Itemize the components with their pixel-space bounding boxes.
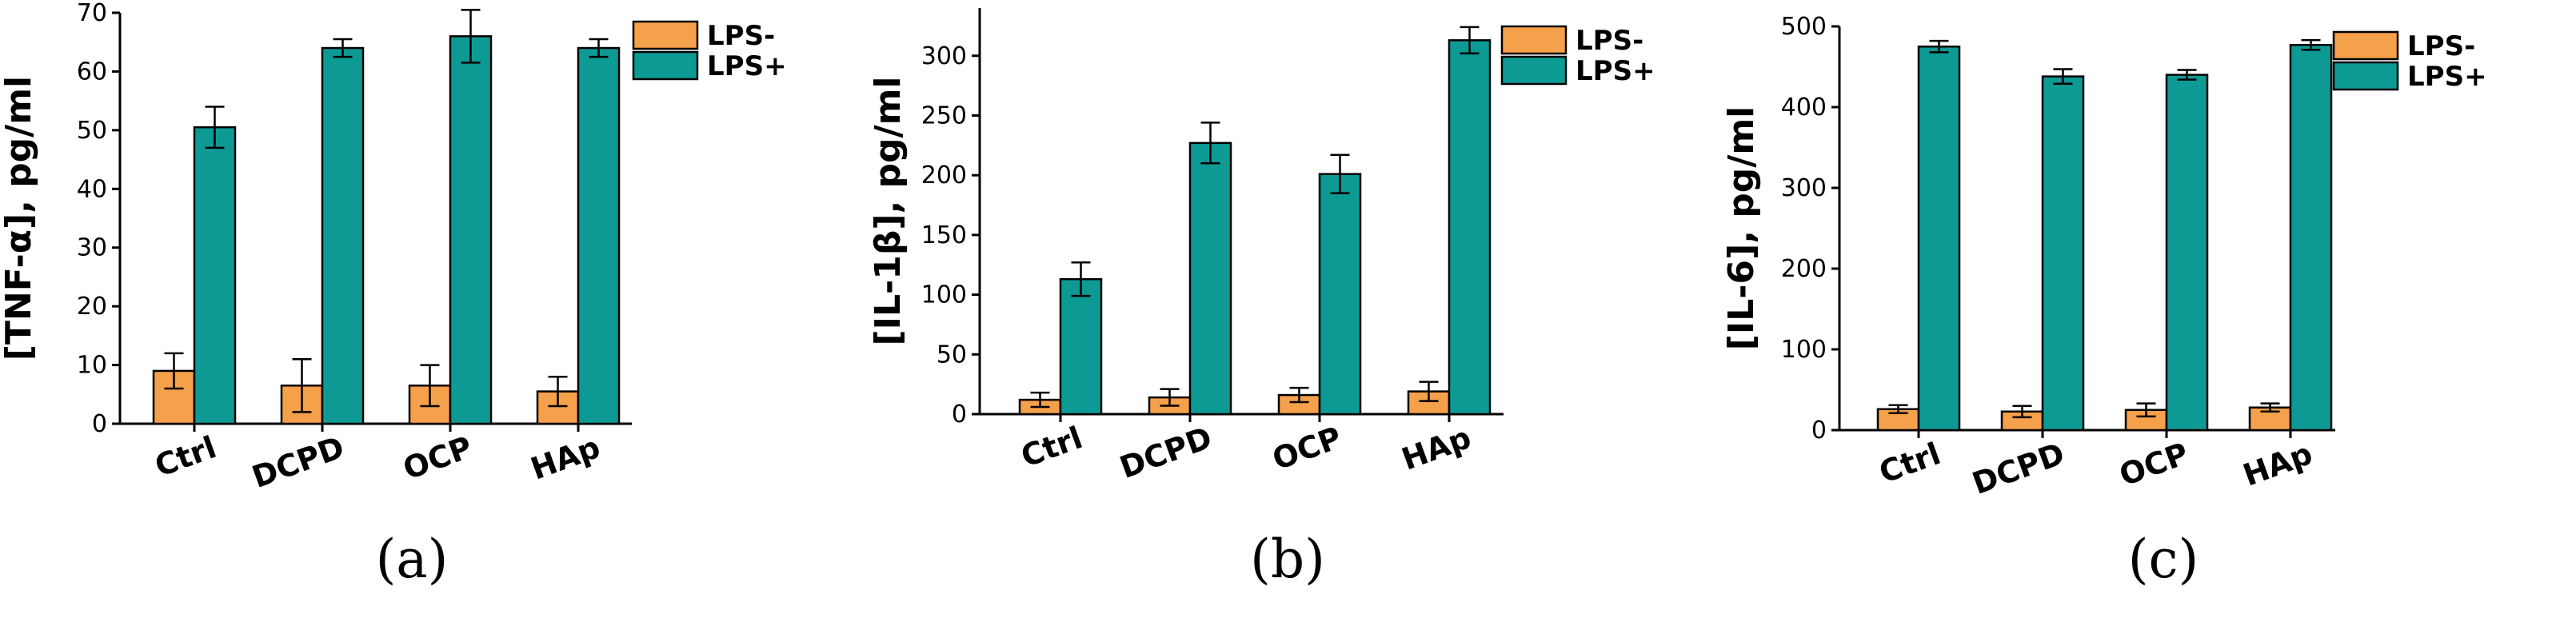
panel-label: (c) bbox=[2128, 528, 2199, 590]
y-tick-label: 0 bbox=[92, 410, 107, 438]
legend-swatch-lps-minus bbox=[2332, 30, 2399, 61]
error-bar bbox=[548, 376, 568, 408]
error-bar bbox=[420, 364, 440, 408]
bar-ctrl-lps-plus bbox=[1059, 277, 1103, 416]
bar-ocp-lps-plus bbox=[449, 35, 493, 425]
error-bar bbox=[333, 38, 353, 58]
y-tick-label: 100 bbox=[1781, 336, 1827, 364]
error-bar bbox=[2260, 402, 2280, 413]
legend-label: LPS+ bbox=[707, 50, 787, 82]
error-bar bbox=[589, 38, 609, 58]
error-bar bbox=[1929, 39, 1949, 54]
y-tick-label: 300 bbox=[1781, 174, 1827, 202]
chart-panel-2: 0 50 100 150 200 250 300 [IL-1β], pg/ml Ctrl DCPD… bbox=[868, 8, 1655, 590]
bar-dcpd-lps-plus bbox=[2041, 75, 2085, 432]
y-tick-label: 0 bbox=[952, 401, 967, 429]
y-axis-label: [IL-6], pg/ml bbox=[1721, 106, 1762, 351]
y-tick-label: 100 bbox=[921, 281, 967, 309]
y-tick-label: 300 bbox=[921, 42, 967, 70]
bar-ctrl-lps-plus bbox=[193, 126, 237, 425]
y-tick-label: 250 bbox=[921, 102, 967, 130]
y-tick-label: 150 bbox=[921, 221, 967, 249]
x-tick-label: OCP bbox=[2115, 436, 2193, 492]
x-tick-label: Ctrl bbox=[150, 429, 221, 484]
legend-swatch-lps-plus bbox=[2332, 61, 2399, 91]
error-bar bbox=[2136, 402, 2156, 418]
error-bar bbox=[1071, 261, 1091, 297]
bar-hap-lps-minus bbox=[2248, 406, 2292, 432]
legend-swatch-lps-minus bbox=[632, 20, 699, 50]
error-bar bbox=[205, 106, 225, 150]
y-tick-label: 400 bbox=[1781, 94, 1827, 122]
legend-label: LPS- bbox=[2407, 30, 2475, 62]
error-bar bbox=[461, 9, 481, 64]
error-bar bbox=[1200, 122, 1220, 165]
y-tick-label: 0 bbox=[1811, 417, 1827, 445]
y-tick-label: 30 bbox=[77, 234, 107, 262]
error-bar bbox=[1030, 391, 1050, 409]
error-bar bbox=[1419, 381, 1439, 402]
error-bar bbox=[292, 357, 312, 413]
panel-label: (a) bbox=[376, 528, 449, 590]
x-tick-label: Ctrl bbox=[1016, 420, 1087, 474]
legend-swatch-lps-plus bbox=[1500, 55, 1568, 86]
x-tick-label: OCP bbox=[398, 429, 477, 486]
y-tick-label: 40 bbox=[77, 175, 107, 203]
y-tick-label: 20 bbox=[77, 293, 107, 321]
x-tick-label: HAp bbox=[526, 429, 605, 487]
error-bar bbox=[1460, 26, 1480, 55]
error-bar bbox=[2012, 405, 2032, 419]
bar-ctrl-lps-plus bbox=[1917, 46, 1961, 432]
x-tick-label: Ctrl bbox=[1875, 436, 1945, 490]
bar-hap-lps-plus bbox=[1448, 39, 1492, 416]
error-bar bbox=[2177, 69, 2197, 81]
legend-label: LPS+ bbox=[2407, 61, 2487, 93]
y-axis-label: [IL-1β], pg/ml bbox=[868, 76, 909, 345]
x-tick-label: HAp bbox=[2239, 436, 2317, 493]
panel-label: (b) bbox=[1250, 528, 1325, 590]
error-bar bbox=[1289, 386, 1309, 404]
bar-hap-lps-plus bbox=[577, 46, 621, 425]
x-tick-label: DCPD bbox=[247, 429, 349, 495]
bar-ocp-lps-plus bbox=[2165, 74, 2209, 432]
x-tick-label: DCPD bbox=[1967, 436, 2069, 501]
error-bar bbox=[2053, 68, 2073, 85]
y-tick-label: 200 bbox=[921, 161, 967, 189]
x-tick-label: OCP bbox=[1268, 420, 1346, 476]
bar-hap-lps-plus bbox=[2289, 43, 2333, 432]
y-tick-label: 10 bbox=[77, 352, 107, 380]
y-tick-label: 500 bbox=[1781, 13, 1827, 41]
x-tick-label: DCPD bbox=[1115, 420, 1216, 485]
y-tick-label: 200 bbox=[1781, 255, 1827, 283]
y-tick-label: 50 bbox=[77, 117, 107, 145]
error-bar bbox=[1330, 154, 1350, 194]
y-tick-label: 70 bbox=[77, 0, 107, 27]
bar-ocp-lps-plus bbox=[1318, 173, 1362, 416]
y-tick-label: 50 bbox=[937, 341, 967, 369]
bar-dcpd-lps-plus bbox=[1188, 142, 1232, 416]
legend-swatch-lps-plus bbox=[632, 50, 699, 81]
y-tick-label: 60 bbox=[77, 58, 107, 86]
x-tick-label: HAp bbox=[1397, 420, 1476, 477]
y-axis-label: [TNF-α], pg/ml bbox=[0, 76, 39, 361]
error-bar bbox=[2301, 38, 2321, 51]
chart-panel-1: 0 10 20 30 40 50 60 70 [TNF-α], pg/ml Ctrl DCPD OCP… bbox=[0, 0, 787, 590]
error-bar bbox=[1888, 404, 1908, 415]
error-bar bbox=[1160, 388, 1180, 407]
error-bar bbox=[164, 352, 184, 390]
legend-label: LPS+ bbox=[1576, 55, 1655, 87]
chart-panel-3: 0 100 200 300 400 500 [IL-6], pg/ml Ctrl DCPD OCP… bbox=[1721, 13, 2487, 590]
legend-label: LPS- bbox=[707, 20, 775, 52]
legend-label: LPS- bbox=[1576, 25, 1643, 57]
bar-dcpd-lps-plus bbox=[321, 46, 365, 425]
legend-swatch-lps-minus bbox=[1500, 25, 1568, 55]
